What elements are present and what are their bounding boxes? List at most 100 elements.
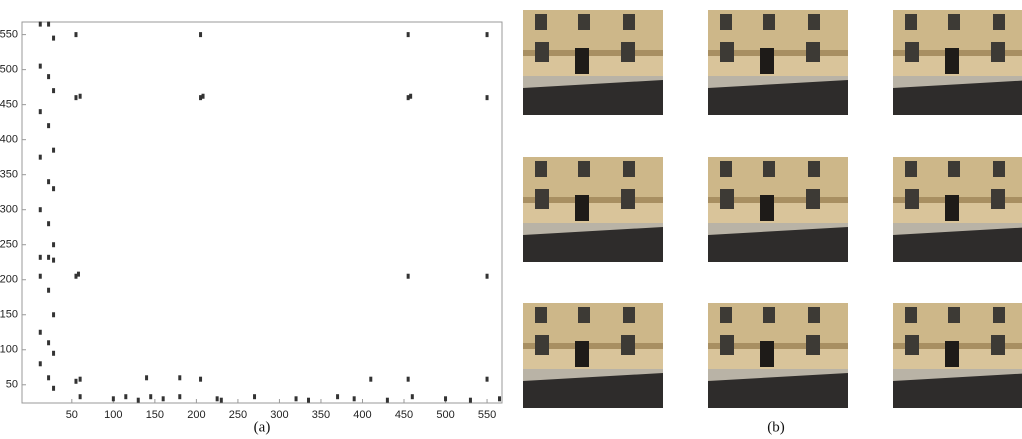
point [295, 396, 298, 401]
point [52, 242, 55, 247]
point [469, 398, 472, 403]
point [74, 32, 77, 37]
x-tick-label: 400 [353, 409, 371, 421]
point [47, 179, 50, 184]
y-tick-label: 350 [0, 169, 18, 181]
point [220, 398, 223, 403]
point [39, 22, 42, 27]
x-tick-label: 150 [146, 409, 164, 421]
photo [708, 10, 848, 115]
point [498, 396, 501, 401]
point [79, 377, 82, 382]
x-tick-label: 550 [478, 409, 496, 421]
point [52, 312, 55, 317]
point [74, 95, 77, 100]
point [409, 94, 412, 99]
point [162, 396, 165, 401]
point [39, 155, 42, 160]
point [124, 394, 127, 399]
photo [893, 157, 1022, 262]
y-tick-label: 550 [0, 29, 18, 41]
point [52, 36, 55, 41]
point [47, 288, 50, 293]
y-tick-label: 450 [0, 99, 18, 111]
point [386, 398, 389, 403]
point [178, 375, 181, 380]
point [407, 377, 410, 382]
point [39, 109, 42, 114]
point [52, 148, 55, 153]
y-tick-label: 250 [0, 239, 18, 251]
x-tick-label: 50 [66, 409, 78, 421]
point [77, 272, 80, 277]
point [47, 255, 50, 260]
point [369, 377, 372, 382]
caption: (b) [767, 419, 785, 435]
point [47, 22, 50, 27]
y-tick-label: 150 [0, 309, 18, 321]
point [52, 386, 55, 391]
page: {"chart_data": {"type": "scatter", "x": … [0, 0, 1022, 439]
x-tick-label: 450 [395, 409, 413, 421]
point [407, 274, 410, 279]
y-tick-label: 100 [0, 344, 18, 356]
photo [893, 10, 1022, 115]
point [39, 274, 42, 279]
point [39, 207, 42, 212]
point [137, 398, 140, 403]
y-tick-label: 50 [6, 379, 18, 391]
y-tick-label: 500 [0, 64, 18, 76]
y-tick-label: 300 [0, 204, 18, 216]
point [253, 394, 256, 399]
point [336, 394, 339, 399]
point [444, 396, 447, 401]
point [47, 221, 50, 226]
point [307, 398, 310, 403]
point [39, 330, 42, 335]
point [216, 396, 219, 401]
figure: 50 100 150 200 250 300 350 400 450 500 550 50 100 150… [0, 0, 1022, 439]
point [52, 258, 55, 263]
point [74, 379, 77, 384]
point [199, 377, 202, 382]
photo [893, 303, 1022, 408]
point [52, 186, 55, 191]
point [47, 375, 50, 380]
photo-grid [523, 10, 1022, 408]
point [112, 396, 115, 401]
point [486, 95, 489, 100]
x-tick-label: 300 [270, 409, 288, 421]
point [149, 394, 152, 399]
point [47, 123, 50, 128]
x-tick-label: 250 [229, 409, 247, 421]
point [486, 32, 489, 37]
x-tick-label: 100 [104, 409, 122, 421]
y-tick-label: 400 [0, 134, 18, 146]
point [486, 377, 489, 382]
photo [523, 10, 663, 115]
plot: 50 100 150 200 250 300 350 400 450 500 550 50 100 150… [0, 22, 501, 421]
plot-frame [22, 22, 502, 403]
point [39, 255, 42, 260]
point [199, 32, 202, 37]
photo [523, 157, 663, 262]
point [52, 88, 55, 93]
point [52, 351, 55, 356]
x-tick-label: 350 [312, 409, 330, 421]
point [79, 94, 82, 99]
point [39, 361, 42, 366]
photo [708, 303, 848, 408]
point [486, 274, 489, 279]
point [353, 396, 356, 401]
x-tick-label: 200 [187, 409, 205, 421]
point [178, 394, 181, 399]
point [411, 394, 414, 399]
photo [523, 303, 663, 408]
point [47, 74, 50, 79]
photo [708, 157, 848, 262]
point [407, 32, 410, 37]
point [145, 375, 148, 380]
point [39, 64, 42, 69]
y-tick-label: 200 [0, 274, 18, 286]
point [202, 94, 205, 99]
